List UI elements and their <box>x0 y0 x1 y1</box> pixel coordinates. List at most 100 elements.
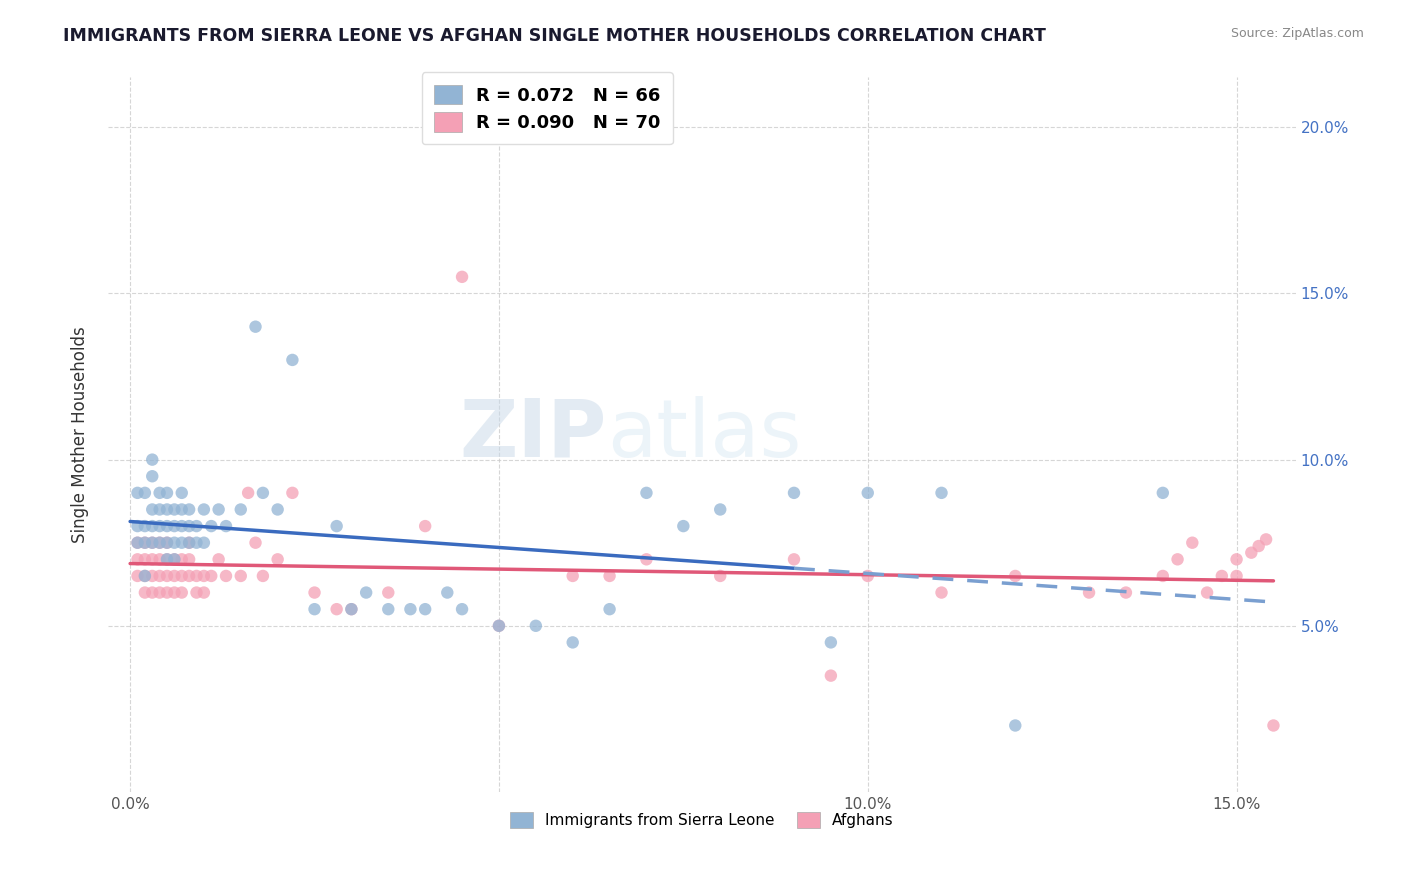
Point <box>1225 569 1247 583</box>
Point <box>1225 552 1247 566</box>
Point <box>252 569 274 583</box>
Point <box>245 535 267 549</box>
Point <box>149 486 172 500</box>
Point <box>783 486 806 500</box>
Point <box>186 569 208 583</box>
Point <box>163 535 186 549</box>
Point <box>1197 585 1219 599</box>
Point <box>245 319 267 334</box>
Point <box>856 486 879 500</box>
Point <box>193 585 215 599</box>
Point <box>186 535 208 549</box>
Point <box>141 535 163 549</box>
Point <box>163 502 186 516</box>
Point <box>170 502 193 516</box>
Point <box>149 502 172 516</box>
Point <box>179 519 201 533</box>
Point <box>325 519 347 533</box>
Point <box>820 635 842 649</box>
Point <box>149 535 172 549</box>
Point <box>156 535 179 549</box>
Point <box>149 552 172 566</box>
Point <box>134 535 156 549</box>
Point <box>141 502 163 516</box>
Point <box>163 519 186 533</box>
Point <box>179 502 201 516</box>
Point <box>325 602 347 616</box>
Point <box>141 469 163 483</box>
Point <box>709 569 731 583</box>
Point <box>170 585 193 599</box>
Point <box>149 535 172 549</box>
Point <box>820 668 842 682</box>
Point <box>252 486 274 500</box>
Point <box>229 502 252 516</box>
Point <box>127 535 149 549</box>
Point <box>236 486 259 500</box>
Point <box>215 519 238 533</box>
Point <box>156 486 179 500</box>
Point <box>134 552 156 566</box>
Point <box>436 585 458 599</box>
Point <box>488 619 510 633</box>
Point <box>281 486 304 500</box>
Point <box>451 602 474 616</box>
Point <box>208 502 231 516</box>
Text: atlas: atlas <box>607 396 801 474</box>
Point <box>156 569 179 583</box>
Point <box>208 552 231 566</box>
Point <box>149 569 172 583</box>
Point <box>451 269 474 284</box>
Point <box>141 569 163 583</box>
Point <box>1240 546 1263 560</box>
Point <box>149 585 172 599</box>
Point <box>200 519 222 533</box>
Point <box>377 585 399 599</box>
Y-axis label: Single Mother Households: Single Mother Households <box>72 326 89 543</box>
Point <box>186 585 208 599</box>
Point <box>156 535 179 549</box>
Point <box>127 535 149 549</box>
Point <box>156 519 179 533</box>
Point <box>193 569 215 583</box>
Point <box>561 569 583 583</box>
Point <box>186 519 208 533</box>
Point <box>149 519 172 533</box>
Point <box>134 569 156 583</box>
Point <box>340 602 363 616</box>
Point <box>561 635 583 649</box>
Point <box>179 535 201 549</box>
Point <box>1152 569 1174 583</box>
Point <box>1211 569 1233 583</box>
Point <box>1247 539 1270 553</box>
Point <box>127 552 149 566</box>
Point <box>200 569 222 583</box>
Point <box>1152 486 1174 500</box>
Point <box>170 519 193 533</box>
Point <box>156 552 179 566</box>
Point <box>856 569 879 583</box>
Point <box>1115 585 1137 599</box>
Point <box>141 585 163 599</box>
Legend: Immigrants from Sierra Leone, Afghans: Immigrants from Sierra Leone, Afghans <box>503 806 900 834</box>
Point <box>636 486 658 500</box>
Point <box>1167 552 1189 566</box>
Point <box>266 552 288 566</box>
Point <box>170 486 193 500</box>
Point <box>134 585 156 599</box>
Point <box>163 585 186 599</box>
Point <box>127 486 149 500</box>
Point <box>1078 585 1101 599</box>
Point <box>134 486 156 500</box>
Point <box>156 585 179 599</box>
Point <box>163 569 186 583</box>
Point <box>163 552 186 566</box>
Point <box>193 502 215 516</box>
Point <box>399 602 422 616</box>
Point <box>1181 535 1204 549</box>
Point <box>193 535 215 549</box>
Point <box>1004 718 1026 732</box>
Point <box>163 552 186 566</box>
Point <box>1263 718 1285 732</box>
Point <box>215 569 238 583</box>
